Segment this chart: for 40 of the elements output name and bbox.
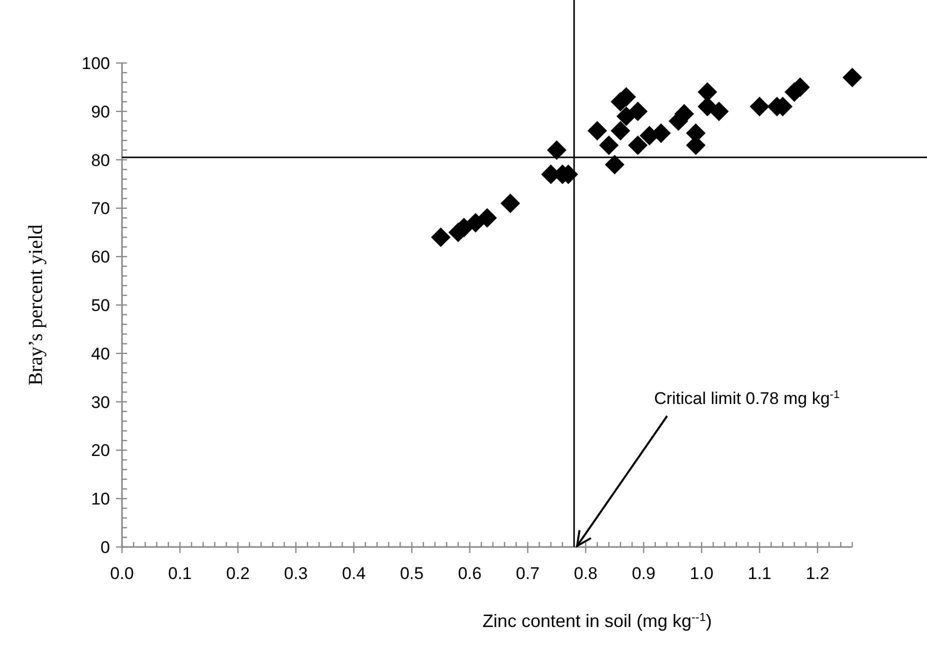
x-axis-title: Zinc content in soil (mg kg$^{--1}$) <box>482 610 712 631</box>
x-tick-label: 0.0 <box>110 564 134 583</box>
y-tick-label: 0 <box>100 538 110 557</box>
x-tick-label: 0.2 <box>226 564 250 583</box>
x-tick-label: 1.1 <box>748 564 772 583</box>
y-tick-label: 80 <box>91 150 110 170</box>
x-tick-label: 0.9 <box>632 564 656 583</box>
y-tick-label: 10 <box>91 490 110 509</box>
point <box>628 136 648 156</box>
point <box>546 140 566 160</box>
y-tick-label: 60 <box>91 248 110 267</box>
x-tick-label: 1.0 <box>690 564 714 583</box>
x-tick-label: 0.4 <box>342 564 366 583</box>
y-tick-label: 20 <box>91 441 110 460</box>
x-tick-label: 0.5 <box>400 564 424 583</box>
point <box>628 102 648 122</box>
y-tick-label: 40 <box>91 344 110 364</box>
x-tick-label: 0.8 <box>574 564 598 583</box>
x-tick-label: 0.1 <box>168 564 192 583</box>
y-tick-label: 100 <box>82 54 110 73</box>
y-tick-label: 90 <box>91 102 110 122</box>
point <box>842 68 862 88</box>
y-tick-label: 30 <box>91 392 110 412</box>
y-axis-title: Bray’s percent yield <box>25 224 47 386</box>
x-tick-label: 1.2 <box>806 564 830 583</box>
annotation: Critical limit 0.78 mg kg$^{-1}$ <box>654 389 840 408</box>
y-tick-label: 70 <box>91 199 110 218</box>
point <box>477 208 497 228</box>
x-tick-label: 0.6 <box>458 564 482 583</box>
point <box>500 194 520 214</box>
x-tick-label: 0.7 <box>516 564 540 583</box>
x-tick-label: 0.3 <box>284 564 308 583</box>
point <box>709 102 729 122</box>
y-tick-label: 50 <box>91 296 110 315</box>
point <box>604 154 624 174</box>
point <box>431 227 451 248</box>
point <box>599 136 619 156</box>
point <box>610 120 630 141</box>
point <box>750 96 770 116</box>
point <box>587 120 608 141</box>
